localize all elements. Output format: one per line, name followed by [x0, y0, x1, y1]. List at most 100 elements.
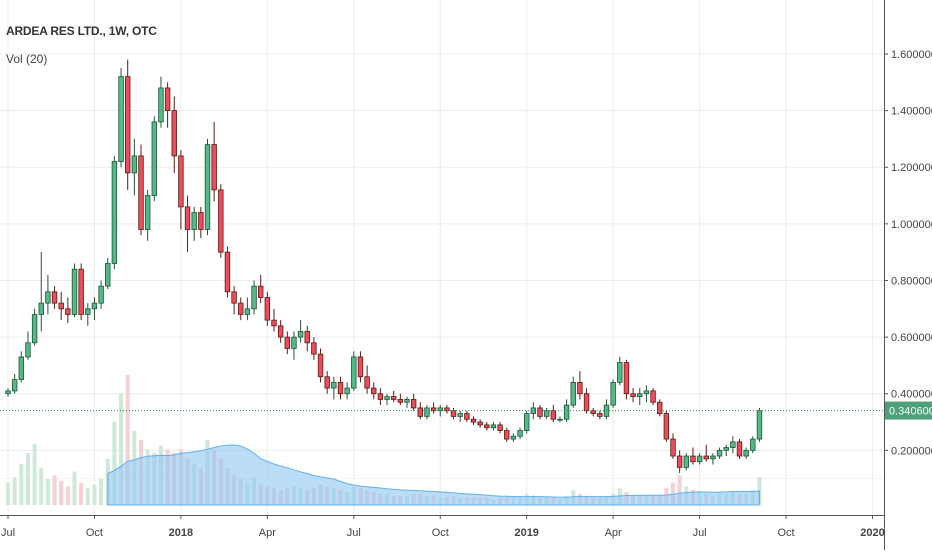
candle-down [198, 212, 204, 230]
candle-down [171, 110, 177, 157]
time-tick-label: 2020 [860, 527, 884, 539]
last-price-label: 0.340600 [885, 401, 932, 420]
candle-down [390, 396, 397, 400]
candle-down [410, 399, 417, 409]
volume-bar [45, 479, 50, 505]
candle-up [563, 404, 570, 420]
time-tick-label: 2018 [169, 527, 193, 539]
candles [5, 59, 763, 474]
candle-up [696, 455, 703, 463]
candle-down [317, 353, 324, 378]
candle-down [444, 407, 450, 412]
candle-down [583, 393, 590, 412]
time-tick-label: Oct [86, 527, 103, 539]
candle-down [470, 418, 477, 423]
candle-down [65, 308, 71, 315]
candle-up [643, 390, 650, 395]
candle-up [158, 87, 164, 123]
volume-legend[interactable]: Vol (20) [6, 52, 48, 66]
volume-bar [12, 477, 17, 505]
candle-down [577, 382, 583, 395]
time-tick-label: Oct [432, 527, 449, 539]
candle-down [537, 407, 543, 417]
volume-bar [119, 393, 124, 505]
candle-down [397, 399, 404, 403]
volume-bar [79, 482, 84, 505]
candle-down [264, 297, 271, 321]
candle-down [138, 155, 144, 230]
candle-up [85, 308, 91, 315]
candle-down [337, 382, 344, 395]
volume-bar [112, 421, 117, 505]
candle-down [238, 302, 244, 315]
volume-bar [125, 375, 130, 505]
candle-up [617, 362, 623, 383]
candle-down [78, 268, 84, 315]
candle-down [304, 331, 310, 344]
candle-down [311, 342, 317, 355]
candle-down [703, 455, 709, 460]
time-axis[interactable]: JulOct2018AprJulOct2019AprJulOct2020AprJ… [1, 515, 932, 539]
candle-up [91, 302, 98, 310]
candle-up [31, 314, 38, 344]
time-tick-label: Jul [347, 527, 361, 539]
candle-up [5, 390, 11, 395]
candle-down [430, 407, 437, 412]
candle-up [45, 291, 51, 304]
candle-up [570, 382, 576, 406]
candle-up [71, 268, 78, 315]
candle-down [51, 291, 58, 304]
candle-down [357, 356, 364, 378]
volume-bar [6, 482, 10, 505]
candle-up [404, 399, 410, 403]
candle-up [251, 285, 257, 310]
candle-up [730, 441, 736, 448]
candle-down [224, 251, 231, 293]
volume-bar [677, 475, 682, 505]
candle-up [716, 449, 723, 457]
candle-up [204, 144, 211, 230]
candle-up [384, 396, 390, 400]
candle-down [623, 362, 630, 395]
candle-down [364, 376, 370, 389]
candle-down [497, 424, 503, 431]
time-tick-label: Apr [605, 527, 622, 539]
volume-bar [39, 467, 44, 505]
candle-up [351, 356, 357, 389]
candle-down [736, 441, 743, 457]
volume-moving-average-area [107, 444, 761, 506]
candle-up [424, 407, 430, 417]
candle-down [377, 393, 384, 400]
candle-down [477, 421, 483, 426]
candle-down [597, 413, 603, 417]
candle-down [590, 410, 596, 414]
candle-up [743, 449, 749, 457]
volume-bar [52, 475, 57, 505]
candle-up [18, 356, 24, 380]
candle-up [297, 331, 304, 338]
candle-down [417, 407, 423, 417]
candle-up [750, 438, 756, 451]
candle-down [464, 413, 470, 420]
candle-down [211, 144, 217, 191]
candle-down [670, 438, 676, 457]
candle-down [484, 424, 490, 429]
candle-up [437, 407, 443, 412]
volume-bar [65, 486, 70, 505]
chart-title: ARDEA RES LTD., 1W, OTC [6, 24, 157, 38]
candle-up [38, 302, 44, 315]
candle-up [131, 155, 138, 174]
candle-down [371, 387, 377, 395]
price-tick-label: 1.000000 [891, 219, 932, 231]
last-price-label-bg [885, 401, 932, 420]
candle-down [125, 76, 131, 174]
candle-down [650, 390, 656, 403]
